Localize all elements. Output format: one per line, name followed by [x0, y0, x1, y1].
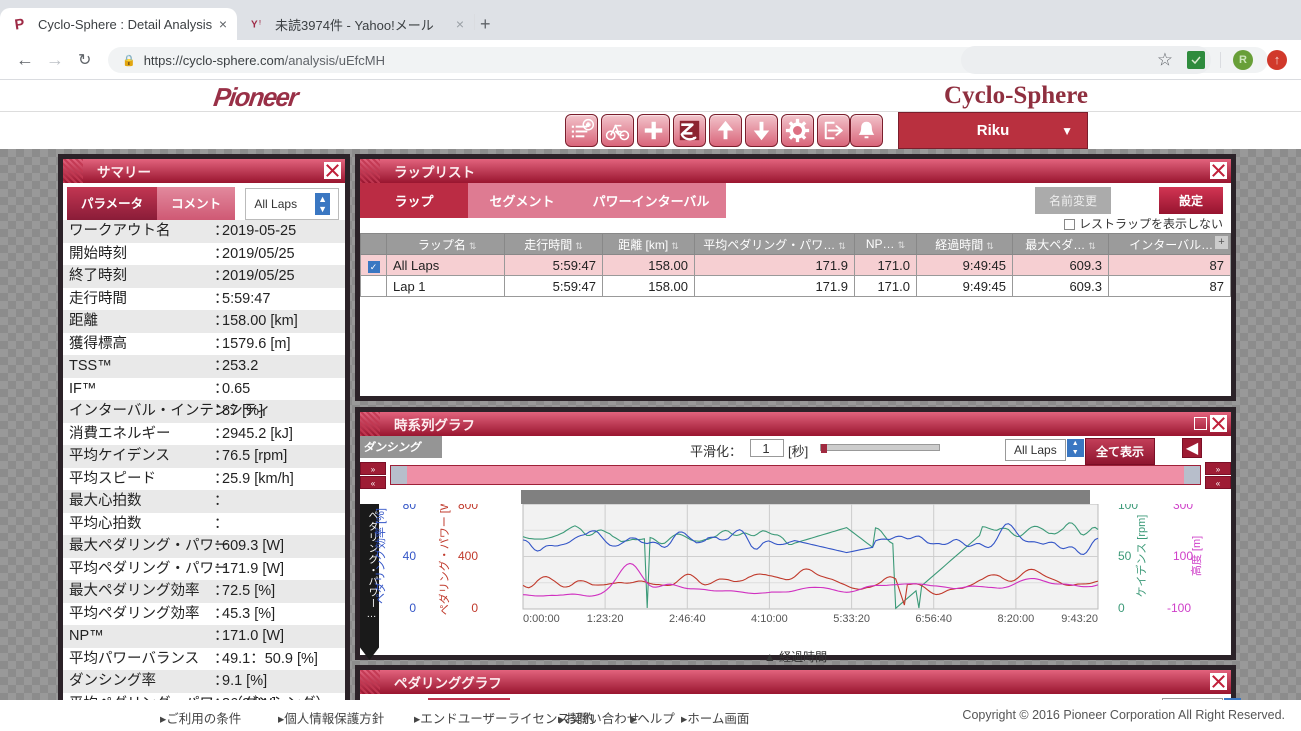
svg-text:100: 100	[1118, 504, 1138, 512]
svg-text:50: 50	[1118, 549, 1132, 563]
svg-text:9:43:20: 9:43:20	[1061, 613, 1098, 625]
svg-text:80: 80	[403, 504, 417, 512]
svg-text:P: P	[14, 16, 26, 32]
svg-text:300: 300	[1173, 504, 1193, 512]
svg-text:4:10:00: 4:10:00	[751, 613, 788, 625]
svg-text:2:46:40: 2:46:40	[669, 613, 706, 625]
svg-text:ペダリング効率 [%]: ペダリング効率 [%]	[373, 508, 387, 604]
svg-text:Y: Y	[251, 19, 258, 30]
svg-text:8:20:00: 8:20:00	[998, 613, 1035, 625]
svg-text:400: 400	[458, 549, 478, 563]
svg-text:1:23:20: 1:23:20	[587, 613, 624, 625]
svg-text:0: 0	[471, 601, 478, 615]
svg-text:800: 800	[458, 504, 478, 512]
svg-text:-100: -100	[1167, 601, 1191, 615]
svg-text:6:56:40: 6:56:40	[915, 613, 952, 625]
svg-text:ペダリング・パワー [W]: ペダリング・パワー [W]	[437, 504, 451, 615]
svg-text:0:00:00: 0:00:00	[523, 613, 560, 625]
svg-text:ケイデンス [rpm]: ケイデンス [rpm]	[1134, 515, 1148, 598]
svg-text:0: 0	[1118, 601, 1125, 615]
svg-text:5:33:20: 5:33:20	[833, 613, 870, 625]
svg-text:0: 0	[409, 601, 416, 615]
svg-text:!: !	[259, 21, 261, 27]
svg-text:40: 40	[403, 549, 417, 563]
svg-text:高度 [m]: 高度 [m]	[1189, 536, 1203, 576]
